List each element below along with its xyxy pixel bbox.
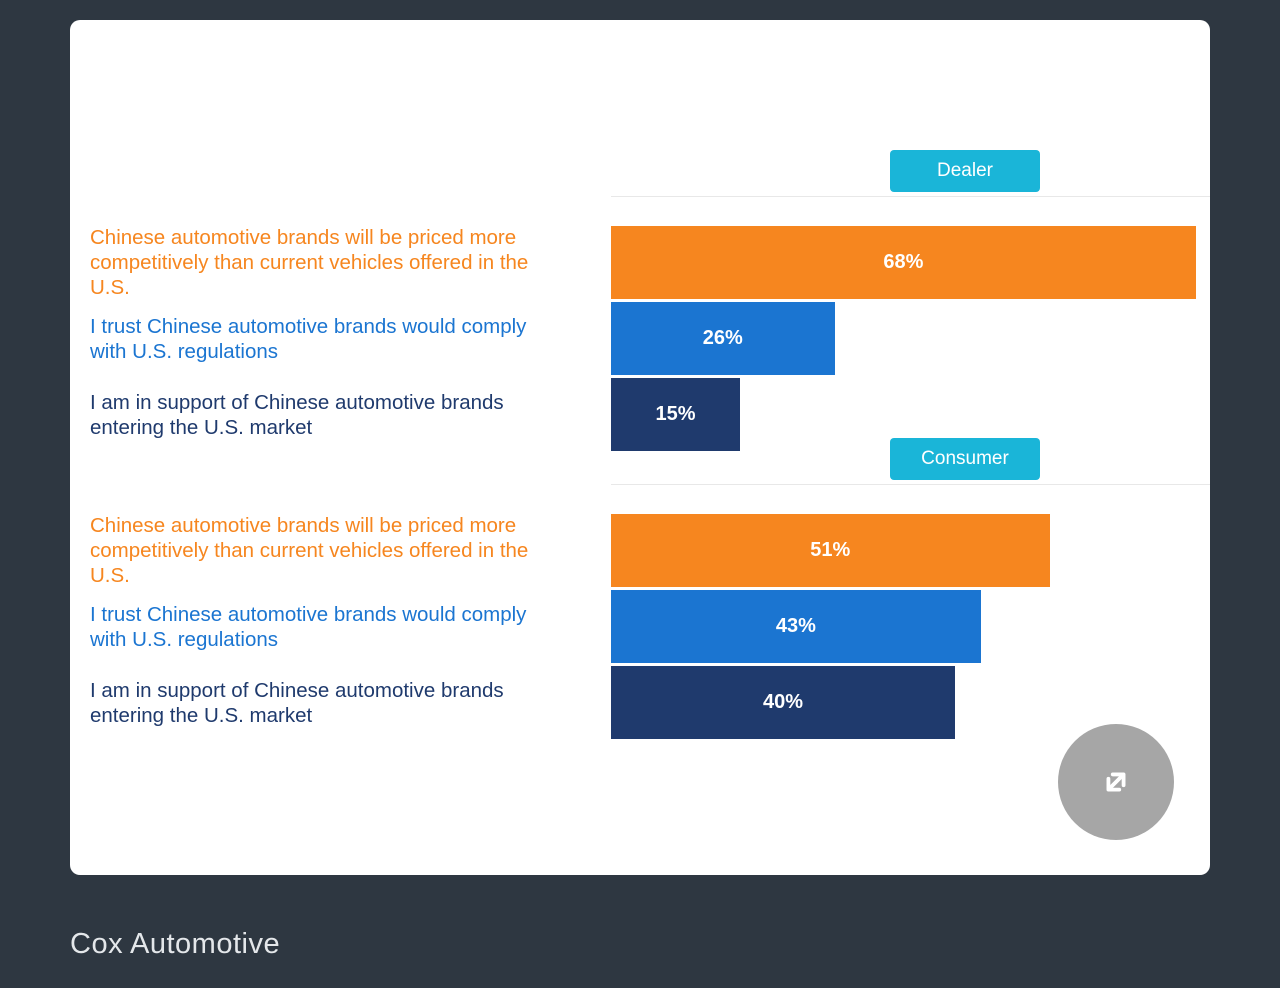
axis-line — [611, 196, 1210, 197]
chart-row: Chinese automotive brands will be priced… — [70, 226, 1210, 299]
axis-line — [611, 484, 1210, 485]
bar-track: 40% — [611, 666, 1210, 739]
bar-value: 43% — [775, 615, 816, 637]
bar-dealer-0: 68% — [611, 226, 1196, 299]
category-label: I am in support of Chinese automotive br… — [90, 390, 504, 439]
bar-track: 26% — [611, 302, 1210, 375]
bar-consumer-2: 40% — [611, 666, 955, 739]
bar-value: 51% — [810, 539, 851, 561]
chart-row: I trust Chinese automotive brands would … — [70, 302, 1210, 375]
chart-row: I trust Chinese automotive brands would … — [70, 590, 1210, 663]
bar-rows: Chinese automotive brands will be priced… — [70, 226, 1210, 454]
category-label: I trust Chinese automotive brands would … — [90, 602, 527, 651]
bar-track: 43% — [611, 590, 1210, 663]
bar-consumer-0: 51% — [611, 514, 1050, 587]
category-label: Chinese automotive brands will be priced… — [90, 226, 529, 299]
bar-consumer-1: 43% — [611, 590, 981, 663]
chart-row: I am in support of Chinese automotive br… — [70, 378, 1210, 451]
chart-row: I am in support of Chinese automotive br… — [70, 666, 1210, 739]
bar-value: 40% — [762, 691, 804, 713]
bar-track: 51% — [611, 514, 1210, 587]
bar-rows: Chinese automotive brands will be priced… — [70, 514, 1210, 742]
bar-track: 15% — [611, 378, 1210, 451]
bar-value: 26% — [702, 327, 743, 349]
chart-row: Chinese automotive brands will be priced… — [70, 514, 1210, 587]
source-caption: Cox Automotive — [70, 928, 281, 960]
bar-track: 68% — [611, 226, 1210, 299]
category-label: I am in support of Chinese automotive br… — [90, 678, 504, 727]
chart-card: Dealer Chinese automotive brands will be… — [70, 20, 1210, 875]
bar-dealer-2: 15% — [611, 378, 740, 451]
bar-dealer-1: 26% — [611, 302, 835, 375]
group-badge-dealer: Dealer — [890, 150, 1040, 192]
category-label: I trust Chinese automotive brands would … — [90, 314, 527, 363]
category-label: Chinese automotive brands will be priced… — [90, 514, 529, 587]
group-badge-consumer: Consumer — [890, 438, 1040, 480]
expand-button[interactable] — [1058, 724, 1174, 840]
bar-value: 68% — [883, 251, 924, 273]
expand-icon — [1106, 772, 1126, 792]
bar-value: 15% — [655, 403, 696, 425]
